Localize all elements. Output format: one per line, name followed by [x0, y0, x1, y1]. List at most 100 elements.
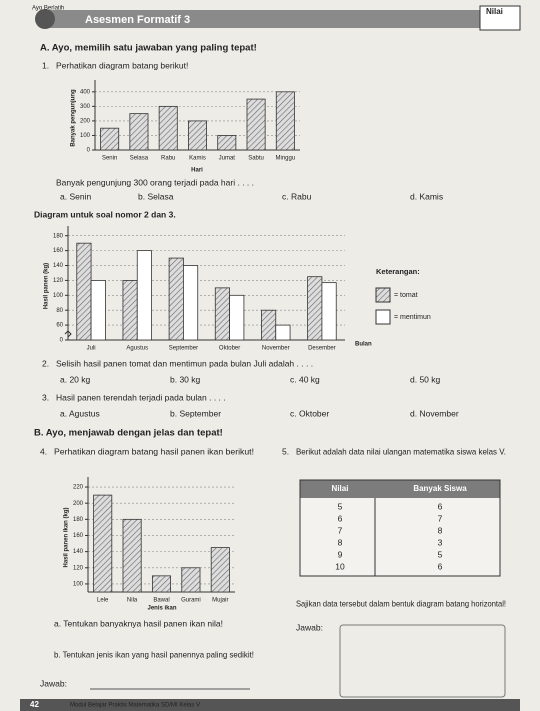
table-cell: 6: [438, 561, 443, 571]
bar: [275, 324, 291, 341]
bar: [307, 276, 323, 341]
option: a. Agustus: [60, 408, 100, 418]
x-tick-label: Selasa: [130, 156, 149, 162]
x-tick-label: Rabu: [161, 156, 175, 162]
bar-chart: 100 120 140 160 180 200 220 Lele Nila Bawal Gurami…: [64, 477, 235, 612]
option: d. November: [410, 408, 459, 418]
bar: [158, 105, 178, 151]
legend-label: = tomat: [394, 292, 418, 299]
bar: [188, 120, 207, 151]
bar: [168, 257, 184, 341]
x-tick-label: Desember: [308, 346, 336, 352]
answer-label: Jawab:: [296, 622, 323, 632]
question-text: Perhatikan diagram batang berikut!: [56, 60, 188, 70]
page-number: 42: [30, 700, 39, 709]
bar: [151, 575, 172, 593]
table-cell: 7: [438, 513, 443, 523]
legend-swatch: [375, 287, 391, 303]
answer-box: [339, 624, 506, 698]
question-number: 3.: [42, 392, 49, 402]
section-title: A. Ayo, memilih satu jawaban yang paling…: [40, 43, 257, 54]
x-tick-label: Juli: [87, 346, 96, 352]
question-number: 2.: [42, 358, 49, 368]
y-tick-label: 160: [53, 248, 64, 254]
question-number: 5.: [282, 446, 289, 456]
header-title: Asesmen Formatif 3: [85, 14, 190, 26]
bar: [275, 91, 295, 151]
y-tick-label: 0: [60, 338, 64, 344]
bar: [136, 250, 152, 341]
x-tick-label: Senin: [102, 156, 117, 162]
bar: [246, 98, 266, 151]
y-tick-label: 160: [73, 533, 84, 539]
y-axis-label: Hasil panen (kg): [44, 263, 50, 309]
x-tick-label: Sabtu: [248, 156, 264, 162]
y-tick-label: 80: [56, 308, 63, 314]
bar-chart: 0 60 80 100 120 140 160 180 Juli Agustus September…: [44, 226, 431, 352]
bar: [181, 567, 201, 593]
header-band: [40, 10, 480, 28]
bar: [261, 309, 277, 341]
question-text: Berikut adalah data nilai ulangan matema…: [296, 446, 506, 456]
y-tick-label: 220: [73, 485, 84, 491]
legend-swatch: [375, 309, 391, 325]
x-tick-label: Gurami: [181, 598, 201, 604]
option: d. 50 kg: [410, 374, 441, 384]
x-tick-label: Jumat: [219, 156, 236, 162]
option: a. Senin: [60, 191, 91, 201]
y-tick-label: 0: [87, 148, 91, 154]
y-tick-label: 60: [56, 323, 63, 329]
question-text: Sajikan data tersebut dalam bentuk diagr…: [296, 598, 506, 608]
axis-break: [64, 330, 72, 338]
score-box: [479, 5, 521, 31]
option: c. Oktober: [290, 408, 329, 418]
table-cell: 8: [338, 537, 343, 547]
table-cell: 10: [335, 561, 345, 571]
table-cell: 6: [438, 501, 443, 511]
table-cell: 5: [438, 549, 443, 559]
bar: [122, 518, 142, 593]
question-text: Hasil panen terendah terjadi pada bulan …: [56, 392, 226, 402]
legend-label: = mentimun: [394, 314, 431, 321]
question-text: b. Tentukan jenis ikan yang hasil panenn…: [54, 649, 254, 659]
question-text: Perhatikan diagram batang hasil panen ik…: [54, 446, 254, 456]
x-tick-label: Oktober: [219, 346, 240, 352]
table-cell: 7: [338, 525, 343, 535]
y-tick-label: 100: [53, 293, 64, 299]
x-tick-label: Kamis: [189, 156, 206, 162]
y-tick-label: 200: [73, 501, 84, 507]
x-tick-label: Minggu: [276, 156, 296, 162]
option: d. Kamis: [410, 191, 443, 201]
option: c. 40 kg: [290, 374, 320, 384]
y-tick-label: 100: [73, 582, 84, 588]
footer-text: Modul Belajar Praktis Matematika SD/MI K…: [70, 703, 200, 709]
bar: [321, 282, 337, 341]
question-text: a. Tentukan banyaknya hasil panen ikan n…: [54, 618, 223, 628]
x-tick-label: Bawal: [153, 598, 169, 604]
question-text: Banyak pengunjung 300 orang terjadi pada…: [56, 177, 254, 187]
table-cell: 5: [338, 501, 343, 511]
table-cell: 9: [338, 549, 343, 559]
table-header: Banyak Siswa: [413, 484, 467, 493]
question-number: 4.: [40, 446, 47, 456]
y-tick-label: 120: [53, 278, 64, 284]
table-header: Nilai: [332, 484, 349, 493]
bar-chart: 0 100 200 300 400 Senin Selasa Rabu Kamis Jumat Sa…: [71, 80, 300, 174]
table-cell: 6: [338, 513, 343, 523]
bar: [129, 113, 149, 151]
x-tick-label: Mujair: [212, 598, 228, 604]
option: c. Rabu: [282, 191, 312, 201]
question-text: Selisih hasil panen tomat dan mentimun p…: [56, 358, 313, 368]
x-axis-label: Jenis ikan: [147, 606, 176, 612]
y-tick-label: 400: [80, 89, 91, 95]
bar: [217, 135, 237, 151]
score-label: Nilai: [486, 7, 503, 16]
y-tick-label: 200: [80, 118, 91, 124]
bar: [76, 242, 92, 341]
footer-band: [20, 699, 520, 711]
y-tick-label: 120: [73, 565, 84, 571]
x-axis-label: Bulan: [355, 342, 372, 348]
option: b. Selasa: [138, 191, 174, 201]
